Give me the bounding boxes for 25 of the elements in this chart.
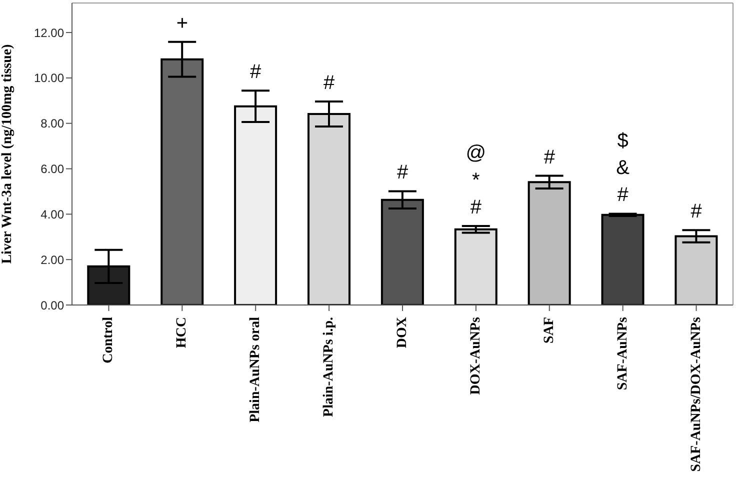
x-tick-label: SAF: [542, 317, 557, 344]
y-tick-label: 8.00: [40, 116, 64, 131]
x-tick-label: HCC: [174, 317, 190, 348]
data-label: #: [396, 162, 409, 184]
x-tick-label: SAF-AuNPs: [615, 316, 630, 390]
data-label: #: [250, 61, 262, 84]
x-tick-label: SAF-AuNPs/DOX-AuNPs: [688, 316, 704, 472]
y-tick-label: 6.00: [40, 162, 64, 176]
y-tick-label: 2.00: [40, 252, 64, 267]
y-axis-title: Liver Wnt-3a level (ng/100mg tissue): [0, 44, 15, 264]
x-tick-label: Plain-AuNPs oral: [248, 316, 264, 422]
data-label: # & $: [616, 130, 630, 206]
y-tick-label: 12.00: [34, 26, 64, 40]
data-label: #: [690, 200, 703, 223]
y-tick-label: 10.00: [34, 71, 64, 86]
x-tick-label: Plain-AuNPs i.p.: [322, 317, 337, 417]
x-tick-label: DOX-AuNPs: [468, 316, 484, 395]
data-label: #: [323, 72, 336, 94]
x-tick-label: DOX: [395, 317, 410, 348]
data-label: # * @: [466, 142, 486, 218]
y-tick-label: 4.00: [40, 207, 64, 222]
x-tick-label: Control: [101, 316, 116, 364]
y-tick-label: 0.00: [40, 298, 64, 312]
data-label: #: [544, 146, 556, 168]
data-label: +: [176, 12, 188, 34]
